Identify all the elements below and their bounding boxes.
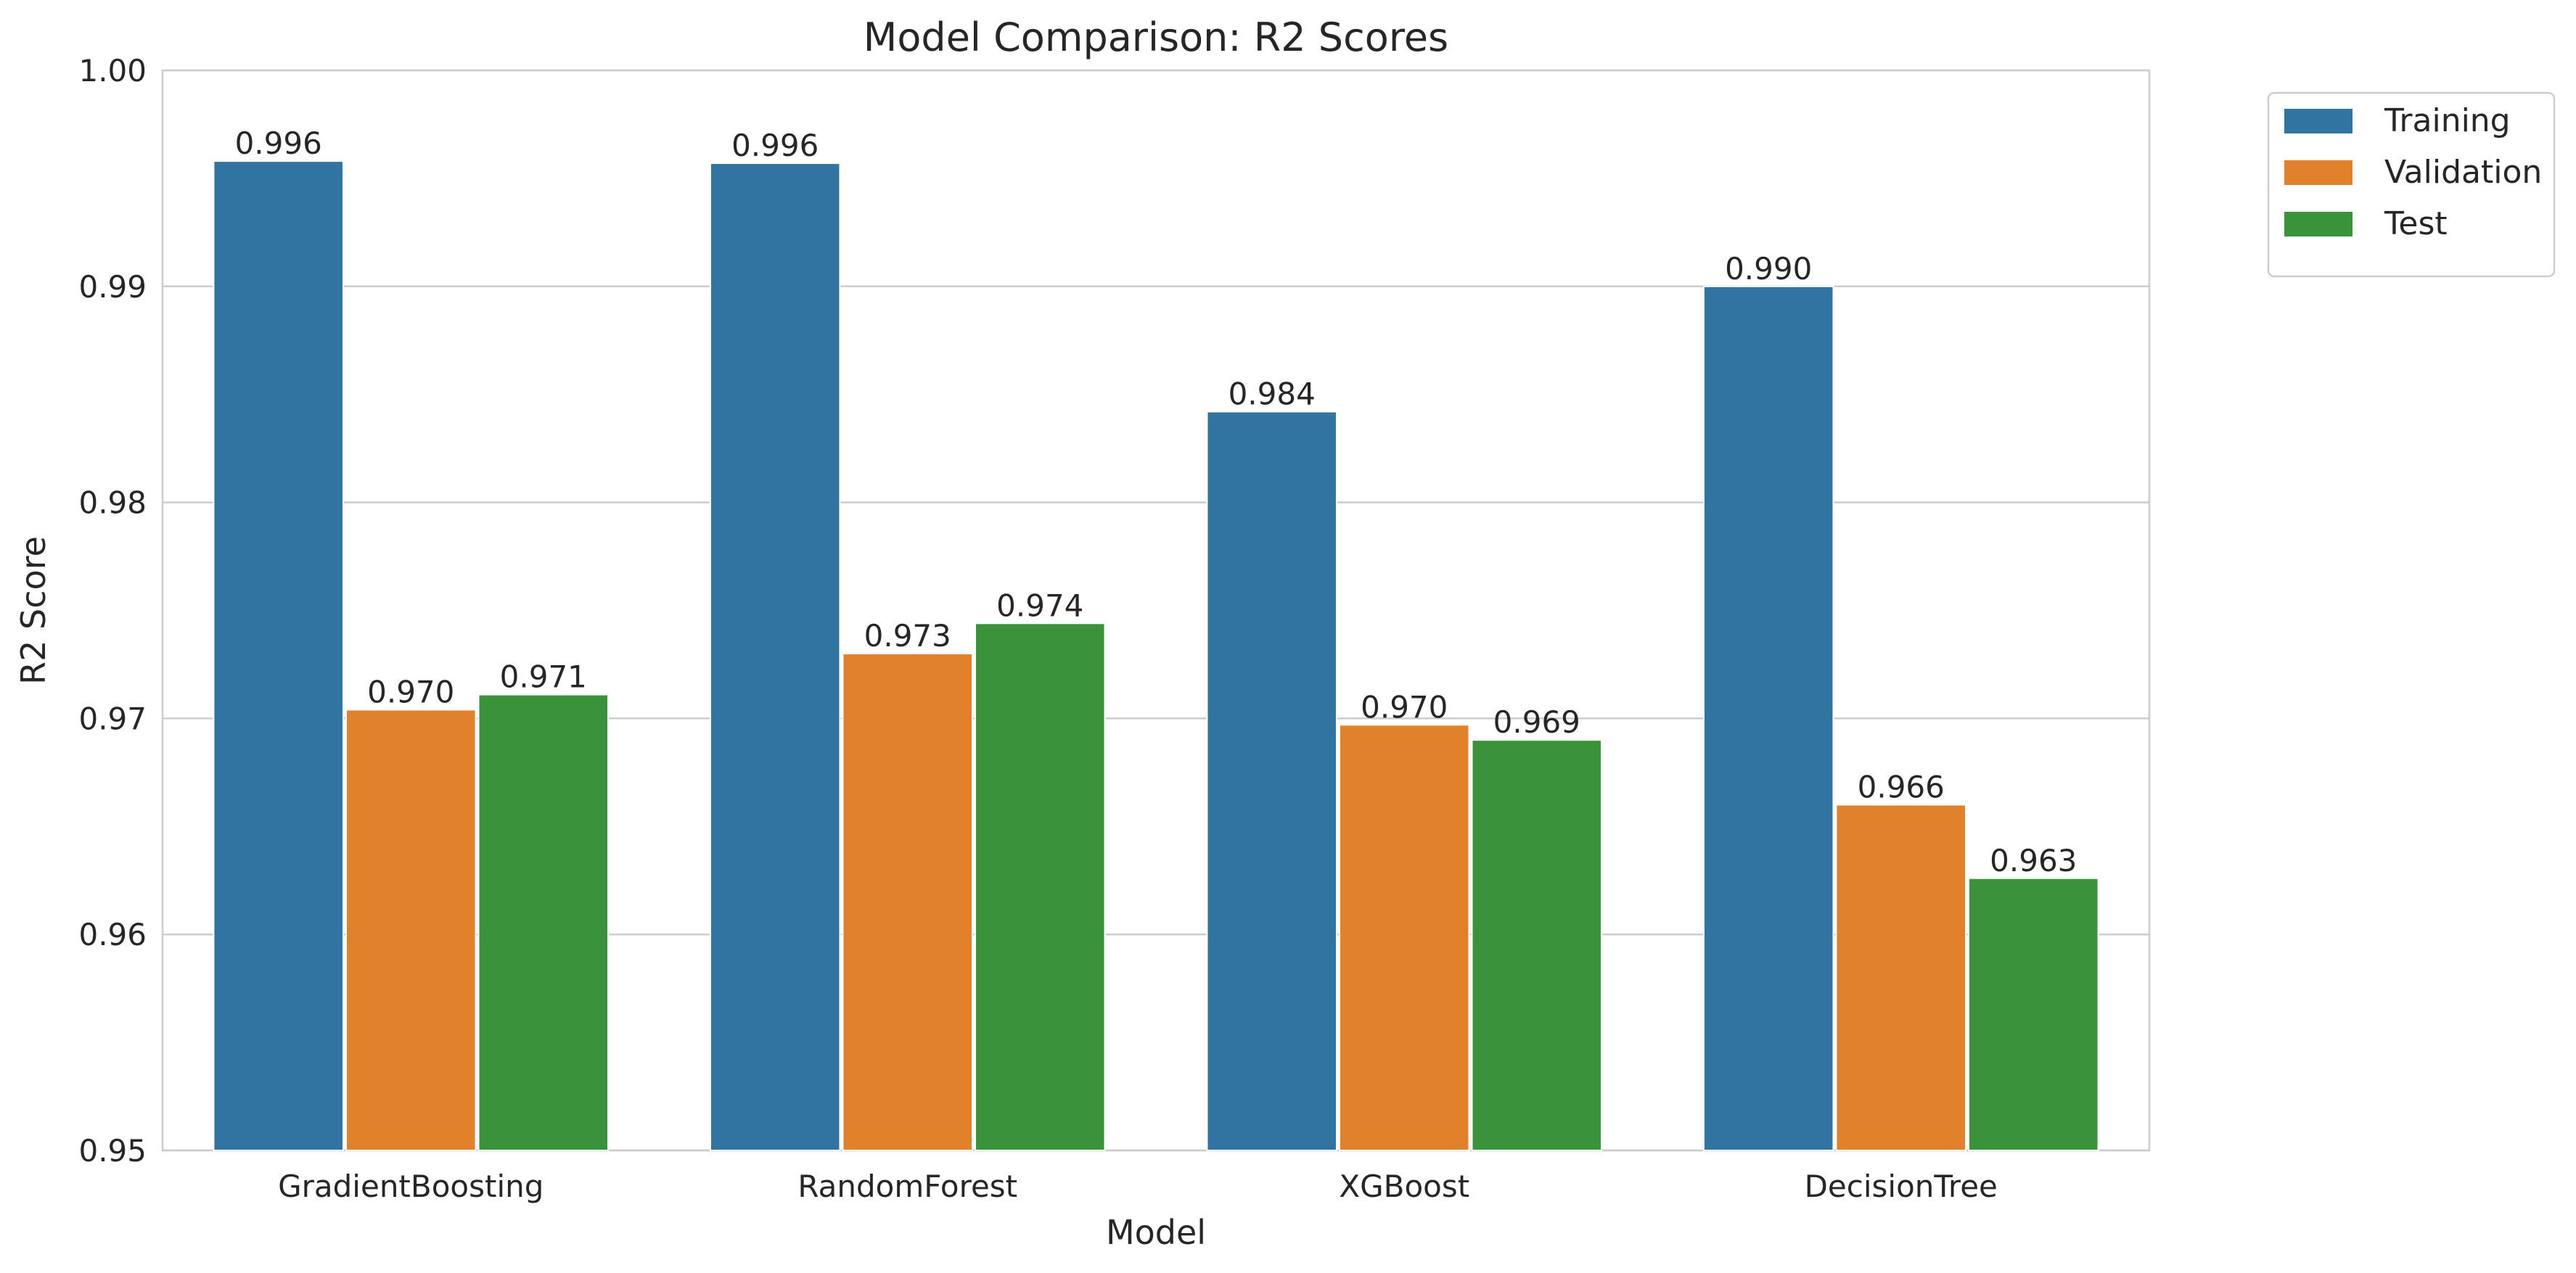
y-tick-label: 0.96 [78, 917, 147, 952]
x-tick-label: RandomForest [797, 1169, 1017, 1204]
bar-training [213, 160, 344, 1151]
legend-label-validation: Validation [2384, 154, 2542, 191]
y-axis-ticks: 0.95 0.96 0.97 0.98 0.99 1.00 [78, 53, 147, 1169]
bar-value-label: 0.973 [864, 618, 951, 654]
legend-label-training: Training [2384, 102, 2511, 139]
bar-test [1471, 739, 1603, 1151]
bar-validation [1835, 804, 1967, 1152]
legend-label-test: Test [2384, 205, 2448, 242]
bar-value-label: 0.969 [1493, 704, 1580, 740]
legend-items: Training Validation Test [2284, 102, 2542, 242]
legend-swatch-training [2284, 109, 2353, 133]
x-tick-label: GradientBoosting [278, 1169, 543, 1204]
bars [213, 160, 2099, 1152]
x-axis-ticks: GradientBoosting RandomForest XGBoost Decis… [278, 1169, 1998, 1204]
bar-validation [345, 709, 477, 1151]
bar-test [477, 693, 610, 1151]
bar-training [709, 162, 841, 1152]
y-tick-label: 0.99 [78, 269, 147, 305]
bar-value-label: 0.971 [500, 659, 587, 695]
y-tick-label: 0.98 [78, 485, 147, 521]
y-tick-label: 1.00 [78, 53, 147, 88]
y-axis-title: R2 Score [14, 536, 53, 685]
legend-swatch-validation [2284, 160, 2353, 185]
bar-training [1206, 411, 1337, 1151]
bar-value-label: 0.963 [1990, 843, 2077, 878]
x-axis-title: Model [1106, 1213, 1206, 1252]
bar-value-label: 0.970 [367, 674, 454, 709]
bar-validation [842, 653, 974, 1151]
bar-validation [1338, 724, 1470, 1151]
plot-frame [161, 69, 2151, 1152]
bar-test [975, 622, 1106, 1151]
bar-test [1968, 877, 2099, 1151]
bar-value-label: 0.990 [1725, 251, 1812, 287]
bar-training [1702, 285, 1834, 1151]
bar-value-label: 0.974 [996, 588, 1083, 623]
bar-value-labels: 0.996 0.970 0.971 0.996 0.973 0.974 0.984 0.970… [235, 125, 2077, 878]
y-tick-label: 0.95 [78, 1133, 147, 1169]
x-tick-label: DecisionTree [1805, 1169, 1998, 1204]
bar-value-label: 0.996 [235, 125, 322, 161]
y-tick-label: 0.97 [78, 701, 147, 736]
chart-title: Model Comparison: R2 Scores [864, 15, 1448, 60]
x-tick-label: XGBoost [1339, 1169, 1469, 1204]
bar-value-label: 0.984 [1228, 376, 1316, 412]
bar-value-label: 0.970 [1361, 689, 1448, 725]
legend-swatch-test [2284, 212, 2353, 236]
bar-value-label: 0.996 [731, 128, 819, 163]
legend: Training Validation Test [2267, 91, 2556, 278]
bar-value-label: 0.966 [1858, 770, 1945, 805]
